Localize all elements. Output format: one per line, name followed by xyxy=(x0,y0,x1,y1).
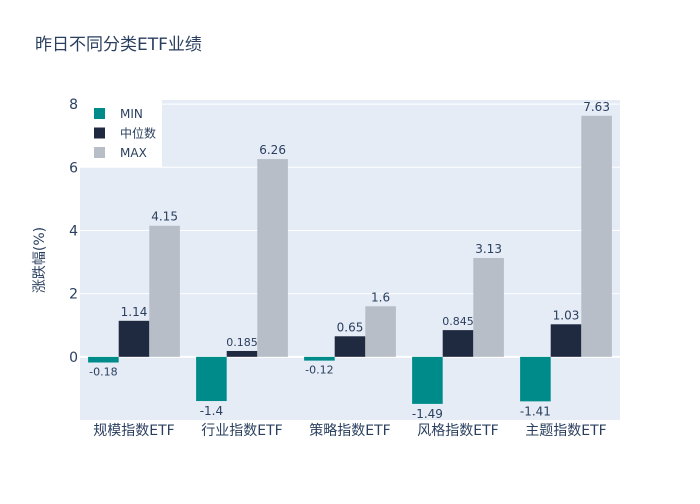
y-axis-label: 涨跌幅(%) xyxy=(32,227,48,293)
bar-MAX xyxy=(257,159,288,357)
data-label: 0.845 xyxy=(442,315,474,328)
legend-label[interactable]: MAX xyxy=(120,146,147,160)
y-tick-label: 2 xyxy=(69,287,78,303)
data-label: 6.26 xyxy=(259,143,286,157)
bar-MAX xyxy=(365,306,396,357)
x-tick-label: 风格指数ETF xyxy=(417,423,498,439)
x-tick-label: 行业指数ETF xyxy=(201,423,282,439)
bar-中位数 xyxy=(334,336,366,357)
data-label: 1.03 xyxy=(553,308,580,322)
data-label: -0.12 xyxy=(305,364,333,377)
x-tick-label: 主题指数ETF xyxy=(525,423,606,439)
bar-中位数 xyxy=(442,330,474,357)
bar-中位数 xyxy=(550,324,582,357)
legend-swatch[interactable] xyxy=(94,147,105,158)
legend-swatch[interactable] xyxy=(94,127,105,139)
bar-中位数 xyxy=(118,320,150,357)
data-label: 7.63 xyxy=(583,100,610,114)
bar-MAX xyxy=(581,115,612,357)
legend-label[interactable]: 中位数 xyxy=(120,126,156,141)
bar-MIN xyxy=(412,356,443,404)
bar-MAX xyxy=(473,257,504,357)
y-tick-label: 6 xyxy=(69,160,78,176)
data-label: -0.18 xyxy=(89,366,117,379)
bar-中位数 xyxy=(226,350,258,357)
data-label: 1.6 xyxy=(371,290,390,304)
data-label: -1.4 xyxy=(200,404,223,418)
data-label: 0.65 xyxy=(337,320,364,334)
x-tick-label: 策略指数ETF xyxy=(309,422,390,439)
data-label: 4.15 xyxy=(151,210,178,224)
legend-label[interactable]: MIN xyxy=(120,107,143,121)
x-tick-label: 规模指数ETF xyxy=(93,423,174,439)
y-tick-label: 0 xyxy=(69,350,78,366)
data-label: 0.185 xyxy=(226,336,258,349)
data-label: -1.41 xyxy=(520,404,551,418)
data-label: -1.49 xyxy=(412,407,443,421)
bar-MIN xyxy=(196,356,227,402)
chart-title: 昨日不同分类ETF业绩 xyxy=(35,35,202,55)
y-tick-label: 8 xyxy=(69,97,78,113)
legend-background xyxy=(80,100,162,167)
bar-MAX xyxy=(149,225,180,357)
y-tick-label: 4 xyxy=(69,223,78,239)
bar-MIN xyxy=(304,356,335,361)
bar-MIN xyxy=(88,356,119,363)
legend-swatch[interactable] xyxy=(94,108,105,119)
data-label: 3.13 xyxy=(475,242,502,256)
legend: MIN 中位数 MAX xyxy=(80,100,162,167)
data-label: 1.14 xyxy=(121,305,148,319)
bar-MIN xyxy=(520,356,551,402)
